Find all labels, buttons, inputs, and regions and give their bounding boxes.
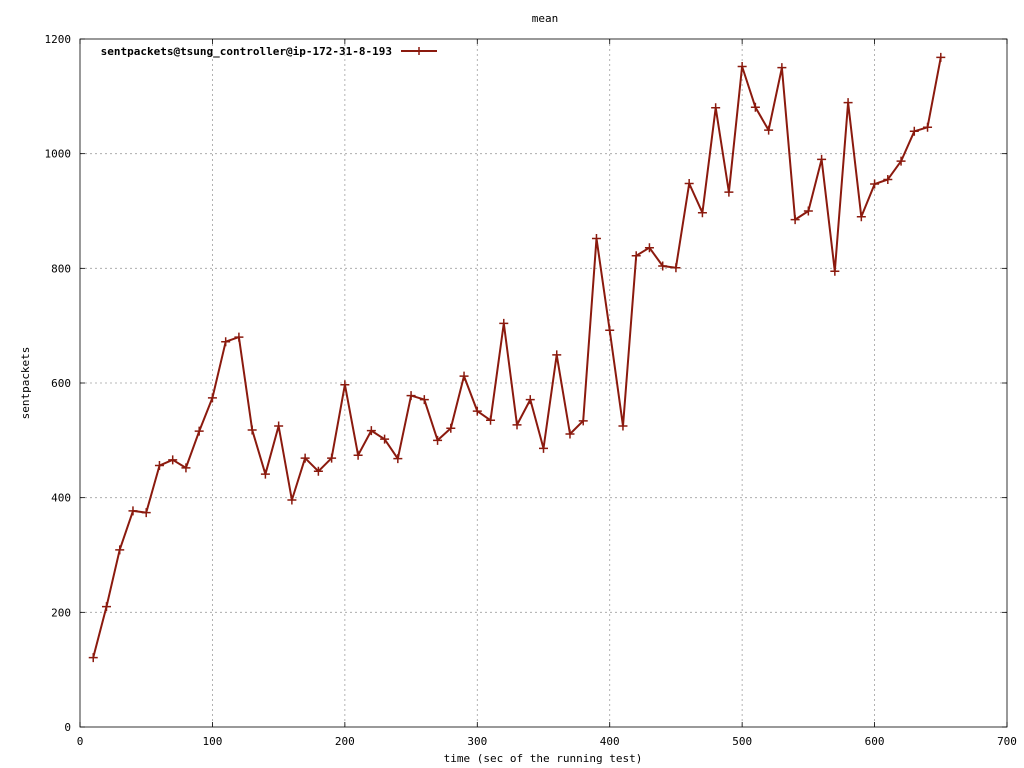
data-point [141, 508, 151, 518]
x-tick-label: 100 [202, 735, 222, 748]
data-point [168, 455, 178, 465]
data-point [552, 350, 562, 360]
data-point [936, 52, 946, 62]
data-point [380, 434, 390, 444]
data-point [605, 325, 615, 335]
data-point [631, 251, 641, 261]
data-point [101, 602, 111, 612]
data-point [287, 495, 297, 505]
data-point [207, 393, 217, 403]
data-point [790, 215, 800, 225]
x-tick-label: 300 [467, 735, 487, 748]
data-point [870, 179, 880, 189]
data-point [247, 425, 257, 435]
x-tick-label: 200 [335, 735, 355, 748]
data-point [221, 337, 231, 347]
series-line [92, 57, 942, 658]
data-point [128, 506, 138, 516]
data-point [724, 187, 734, 197]
x-tick-label: 600 [865, 735, 885, 748]
data-point [711, 103, 721, 113]
y-axis-ticks: 0 200 400 600 800 1000 1200 [45, 33, 1007, 734]
y-tick-label: 600 [51, 377, 71, 390]
data-point [896, 156, 906, 166]
data-point [459, 371, 469, 381]
y-tick-label: 0 [64, 721, 71, 734]
data-point [433, 435, 443, 445]
x-tick-label: 500 [732, 735, 752, 748]
x-tick-label: 0 [77, 735, 84, 748]
data-point [512, 420, 522, 430]
data-point [406, 391, 416, 401]
data-point [684, 178, 694, 188]
x-axis-ticks: 0 100 200 300 400 500 600 700 [77, 39, 1017, 748]
data-point [260, 469, 270, 479]
data-point [658, 261, 668, 271]
data-point [830, 266, 840, 276]
data-point [353, 450, 363, 460]
legend-entry-marker [415, 47, 423, 55]
data-point [644, 243, 654, 253]
data-point [194, 426, 204, 436]
data-point [499, 318, 509, 328]
data-point [154, 461, 164, 471]
data-point [737, 62, 747, 72]
y-axis-label: sentpackets [19, 347, 32, 420]
y-tick-label: 400 [51, 492, 71, 505]
y-tick-label: 800 [51, 262, 71, 275]
data-point [591, 234, 601, 244]
x-tick-label: 700 [997, 735, 1017, 748]
chart-title: mean [532, 12, 559, 25]
data-point [115, 545, 125, 555]
data-point [539, 443, 548, 453]
data-point [883, 174, 893, 184]
data-point [923, 122, 933, 132]
data-point [446, 423, 456, 433]
x-axis-label: time (sec of the running test) [444, 752, 643, 765]
data-point [618, 421, 628, 431]
data-point [419, 395, 429, 405]
data-point [525, 395, 535, 405]
y-tick-label: 200 [51, 606, 71, 619]
data-point [803, 206, 813, 216]
data-point [817, 154, 827, 164]
data-point [340, 380, 350, 390]
data-point [88, 653, 98, 663]
plot-border [79, 38, 1008, 728]
y-tick-label: 1200 [45, 33, 72, 46]
grid-lines [80, 39, 1007, 727]
data-point [777, 63, 787, 73]
data-point [750, 102, 760, 112]
data-point [671, 263, 681, 273]
data-point [234, 332, 244, 342]
data-point [486, 415, 496, 425]
data-point [764, 125, 774, 135]
data-point [856, 212, 866, 222]
x-tick-label: 400 [600, 735, 620, 748]
data-point [697, 208, 707, 218]
data-point [843, 98, 853, 108]
data-point [327, 453, 337, 463]
legend: sentpackets@tsung_controller@ip-172-31-8… [101, 45, 437, 58]
y-tick-label: 1000 [45, 148, 72, 161]
data-point [366, 426, 376, 436]
data-point [300, 453, 310, 463]
legend-entry-label: sentpackets@tsung_controller@ip-172-31-8… [101, 45, 392, 58]
data-point [393, 454, 403, 464]
data-point [578, 416, 588, 426]
data-point [181, 463, 191, 473]
series-layer [88, 52, 946, 663]
data-point [909, 126, 919, 136]
data-point [274, 421, 284, 431]
data-point [472, 406, 482, 416]
data-point [313, 466, 323, 476]
data-point [565, 429, 575, 439]
